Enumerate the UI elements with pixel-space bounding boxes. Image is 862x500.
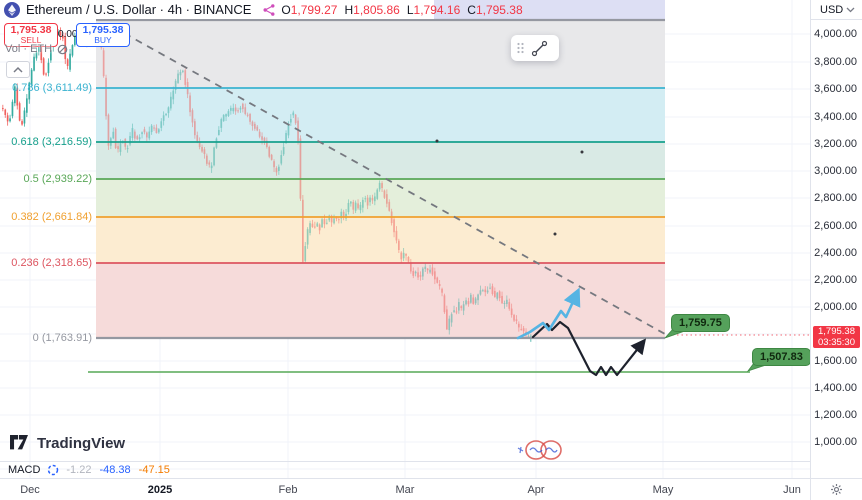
price-label: 2,600.00 bbox=[814, 220, 857, 232]
time-label-2025: 2025 bbox=[147, 484, 173, 496]
fib-label-0.786: 0.786 (3,611.49) bbox=[12, 82, 92, 94]
fib-label-0.618: 0.618 (3,216.59) bbox=[11, 136, 92, 148]
symbol-title[interactable]: Ethereum / U.S. Dollar · 4h · BINANCE bbox=[26, 2, 252, 17]
fib-label-0.5: 0.5 (2,939.22) bbox=[23, 173, 93, 185]
time-label-dec: Dec bbox=[20, 484, 40, 496]
sticker-drawing[interactable] bbox=[514, 438, 564, 462]
fib-label-0.236: 0.236 (2,318.65) bbox=[11, 257, 92, 269]
price-note-1507[interactable]: 1,507.83 bbox=[752, 348, 811, 366]
price-label: 1,400.00 bbox=[814, 382, 857, 394]
ohlc-h: H1,805.86 bbox=[344, 2, 400, 17]
price-label: 3,000.00 bbox=[814, 165, 857, 177]
collapse-legend-button[interactable] bbox=[6, 61, 30, 78]
time-label-may: May bbox=[652, 484, 674, 496]
time-label-mar: Mar bbox=[395, 484, 415, 496]
price-label: 2,400.00 bbox=[814, 247, 857, 259]
symbol-legend[interactable]: Ethereum / U.S. Dollar · 4h · BINANCE O1… bbox=[0, 0, 523, 19]
macd-value-1: -48.38 bbox=[99, 464, 131, 476]
macd-value-0: -1.22 bbox=[66, 464, 92, 476]
price-label: 3,400.00 bbox=[814, 111, 857, 123]
floating-drawing-toolbar[interactable] bbox=[511, 35, 559, 61]
candlesticks bbox=[2, 25, 532, 342]
ohlc-c: C1,795.38 bbox=[467, 2, 523, 17]
chevron-down-icon bbox=[846, 7, 855, 12]
last-price-countdown-badge: 1,795.38 03:35:30 bbox=[813, 326, 860, 348]
watermark-text: TradingView bbox=[37, 435, 126, 452]
macd-value-2: -47.15 bbox=[138, 464, 170, 476]
pane-separator[interactable] bbox=[0, 461, 810, 462]
gear-icon[interactable] bbox=[830, 483, 843, 496]
spread-value: 0.00 bbox=[58, 29, 78, 40]
anchor-dot bbox=[435, 139, 439, 143]
share-icon[interactable] bbox=[263, 3, 275, 16]
anchor-dot bbox=[580, 150, 584, 154]
sell-button[interactable]: 1,795.38 SELL bbox=[4, 23, 58, 47]
macd-loading-icon bbox=[47, 464, 59, 476]
time-label-apr: Apr bbox=[527, 484, 545, 496]
volume-label: Vol · ETH bbox=[5, 43, 53, 55]
ohlc-values: O1,799.27 H1,805.86 L1,794.16 C1,795.38 bbox=[281, 3, 522, 17]
chart-canvas[interactable] bbox=[0, 0, 810, 478]
trend-line-tool-icon[interactable] bbox=[531, 40, 548, 57]
time-label-jun: Jun bbox=[783, 484, 801, 496]
currency-label: USD bbox=[820, 3, 844, 16]
tradingview-logo-icon bbox=[10, 435, 28, 450]
volume-visibility-icon[interactable] bbox=[57, 44, 68, 55]
macd-label[interactable]: MACD bbox=[8, 464, 41, 476]
tradingview-watermark: TradingView bbox=[10, 435, 125, 452]
last-price: 1,795.38 bbox=[818, 326, 855, 337]
price-note-1759[interactable]: 1,759.75 bbox=[671, 314, 730, 332]
price-label: 3,200.00 bbox=[814, 138, 857, 150]
blue-arrow[interactable] bbox=[516, 287, 581, 340]
price-scale[interactable]: USD 4,000.00 3,800.00 3,600.00 3,400.00 3,20… bbox=[810, 0, 862, 478]
buy-button[interactable]: 1,795.38 BUY bbox=[76, 23, 130, 47]
axis-settings-corner[interactable] bbox=[810, 478, 862, 500]
volume-legend[interactable]: Vol · ETH bbox=[5, 43, 68, 55]
buy-label: BUY bbox=[94, 35, 112, 45]
ohlc-o: O1,799.27 bbox=[281, 2, 338, 17]
macd-values: -1.22 -48.38 -47.15 bbox=[66, 464, 169, 476]
macd-indicator-row: MACD -1.22 -48.38 -47.15 bbox=[8, 463, 170, 477]
sell-label: SELL bbox=[20, 35, 42, 45]
fib-label-0: 0 (1,763.91) bbox=[32, 332, 92, 344]
price-label: 3,800.00 bbox=[814, 56, 857, 68]
price-label: 1,600.00 bbox=[814, 355, 857, 367]
price-label: 3,600.00 bbox=[814, 83, 857, 95]
chevron-up-icon bbox=[13, 66, 23, 73]
ohlc-l: L1,794.16 bbox=[406, 2, 461, 17]
drag-handle-icon[interactable] bbox=[516, 41, 525, 55]
price-label: 1,200.00 bbox=[814, 409, 857, 421]
sell-price: 1,795.38 bbox=[10, 24, 52, 36]
fib-zones-overlay bbox=[96, 0, 665, 338]
anchor-dot bbox=[553, 232, 557, 236]
fib-label-0.382: 0.382 (2,661.84) bbox=[11, 211, 92, 223]
price-label: 1,000.00 bbox=[814, 436, 857, 448]
eth-logo-icon bbox=[4, 1, 20, 18]
price-label: 2,200.00 bbox=[814, 274, 857, 286]
price-label: 4,000.00 bbox=[814, 28, 857, 40]
currency-dropdown[interactable]: USD bbox=[811, 0, 862, 20]
price-label: 2,000.00 bbox=[814, 301, 857, 313]
buy-price: 1,795.38 bbox=[82, 24, 124, 36]
price-label: 2,800.00 bbox=[814, 192, 857, 204]
time-label-feb: Feb bbox=[278, 484, 298, 496]
downtrend-line bbox=[112, 26, 666, 335]
time-axis[interactable]: Dec 2025 Feb Mar Apr May Jun bbox=[0, 478, 810, 500]
bar-countdown: 03:35:30 bbox=[818, 337, 855, 348]
